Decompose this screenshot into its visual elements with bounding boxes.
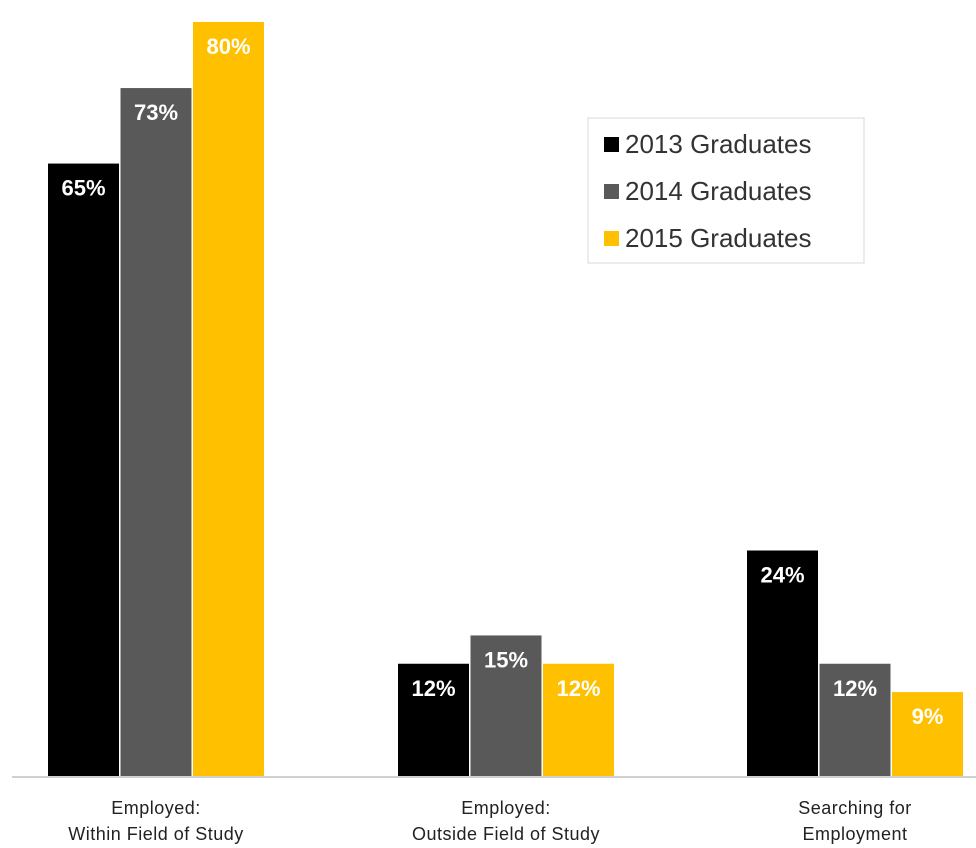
legend-label-3: 2015 Graduates xyxy=(625,223,811,253)
data-label-2-2: 15% xyxy=(484,647,528,672)
bar-2-3 xyxy=(819,663,891,777)
data-label-2-3: 12% xyxy=(833,676,877,701)
category-label-3-line-2: Employment xyxy=(802,824,907,844)
bars-group: 65% 12% 24% 73% 15% 12% 80% 12% 9% xyxy=(48,22,963,777)
legend-swatch-1 xyxy=(604,137,619,152)
data-label-3-1: 80% xyxy=(206,34,250,59)
category-labels: Employed: Within Field of Study Employed: O… xyxy=(68,798,912,844)
bar-2-2 xyxy=(470,635,542,777)
data-label-3-3: 9% xyxy=(912,704,944,729)
legend-swatch-3 xyxy=(604,231,619,246)
bar-3-3 xyxy=(892,692,963,777)
category-label-2-line-1: Employed: xyxy=(461,798,551,818)
legend-box xyxy=(587,117,865,264)
data-label-3-2: 12% xyxy=(556,676,600,701)
bar-1-1 xyxy=(48,163,119,777)
legend-swatch-2 xyxy=(604,184,619,199)
category-label-1-line-1: Employed: xyxy=(111,798,201,818)
data-label-1-2: 12% xyxy=(411,676,455,701)
category-label-2-line-2: Outside Field of Study xyxy=(412,824,600,844)
data-label-1-3: 24% xyxy=(760,563,804,588)
bar-1-3 xyxy=(747,550,818,777)
legend-label-2: 2014 Graduates xyxy=(625,176,811,206)
bar-2-1 xyxy=(120,88,192,777)
bar-3-1 xyxy=(193,22,264,777)
data-label-2-1: 73% xyxy=(134,100,178,125)
category-label-3-line-1: Searching for xyxy=(798,798,912,818)
bar-1-2 xyxy=(398,663,469,777)
legend: 2013 Graduates 2014 Graduates 2015 Graduat… xyxy=(587,117,865,264)
bar-3-2 xyxy=(543,663,614,777)
data-label-1-1: 65% xyxy=(61,176,105,201)
legend-label-1: 2013 Graduates xyxy=(625,129,811,159)
category-label-1-line-2: Within Field of Study xyxy=(68,824,244,844)
